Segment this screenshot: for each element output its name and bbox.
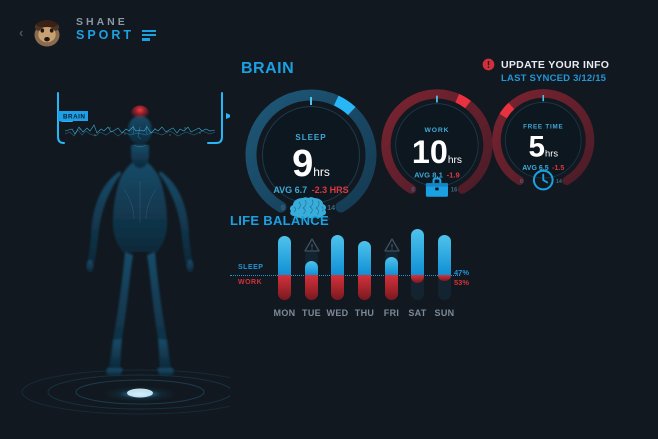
svg-text:WORK: WORK: [424, 127, 449, 134]
svg-text:SLEEP: SLEEP: [295, 133, 326, 142]
svg-text:BRAIN: BRAIN: [63, 114, 85, 121]
svg-text:FREE TIME: FREE TIME: [523, 124, 563, 131]
